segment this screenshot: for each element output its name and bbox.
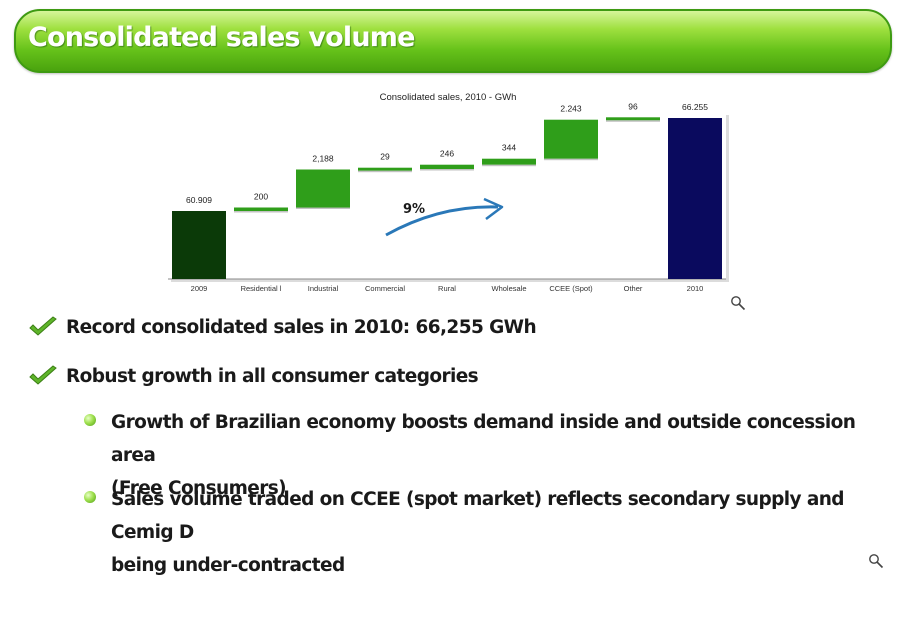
value-label: 2.243 [560, 104, 582, 114]
magnifier-icon[interactable] [868, 553, 884, 569]
sub-bullet-ccee: Sales volume traded on CCEE (spot market… [111, 483, 871, 582]
bullet-dot-icon [84, 414, 96, 426]
bar-rural [420, 164, 474, 169]
checkmark-icon [29, 316, 57, 336]
bullet-robust-growth: Robust growth in all consumer categories [66, 366, 479, 387]
sub-bullet-economy-line2: (Free Consumers) [111, 478, 287, 499]
checkmark-icon [29, 365, 57, 385]
bar-shadow [606, 120, 660, 122]
sub-bullet-economy-line1: Growth of Brazilian economy boosts deman… [111, 412, 856, 466]
sub-bullet-ccee-line2: being under-contracted [111, 555, 345, 576]
bar-shadow [234, 211, 288, 213]
bar-other [606, 117, 660, 121]
sub-bullet-economy: Growth of Brazilian economy boosts deman… [111, 406, 871, 505]
bullet-record-sales: Record consolidated sales in 2010: 66,25… [66, 317, 537, 338]
growth-arrow: 9% [385, 197, 504, 237]
bar-commercial [358, 167, 412, 171]
value-label: 60.909 [186, 195, 212, 205]
value-label: 2,188 [312, 154, 334, 164]
bar-shadow [482, 164, 536, 167]
value-label: 246 [440, 149, 454, 159]
x-tick-label: CCEE (Spot) [549, 284, 593, 293]
x-tick-label: 2010 [687, 284, 704, 293]
x-tick-label: Industrial [308, 284, 339, 293]
title-banner: Consolidated sales volume [14, 9, 892, 73]
x-tick-label: 2009 [191, 284, 208, 293]
value-label: 29 [380, 152, 390, 162]
x-tick-label: Commercial [365, 284, 405, 293]
x-tick-label: Rural [438, 284, 456, 293]
x-tick-label: Wholesale [491, 284, 526, 293]
sub-bullet-ccee-line1: Sales volume traded on CCEE (spot market… [111, 489, 845, 543]
bar-2009 [172, 211, 226, 279]
bar-residential-l [234, 207, 288, 211]
x-tick-label: Other [624, 284, 643, 293]
x-tick-label: Residential l [241, 284, 282, 293]
bar-wholesale [482, 158, 536, 165]
bar-ccee-spot [544, 119, 598, 159]
plot-area [168, 112, 726, 279]
page-title: Consolidated sales volume [28, 22, 415, 53]
bar-2010 [668, 118, 722, 279]
bar-industrial [296, 169, 350, 208]
bar-shadow [544, 158, 598, 161]
chart-title: Consolidated sales, 2010 - GWh [380, 92, 517, 103]
waterfall-chart: Consolidated sales, 2010 - GWh 60.909 200… [168, 92, 729, 293]
bullet-dot-icon [84, 491, 96, 503]
value-label: 200 [254, 192, 268, 202]
value-label: 96 [628, 101, 638, 111]
value-label: 344 [502, 143, 516, 153]
magnifier-icon[interactable] [730, 295, 746, 311]
bar-shadow [358, 170, 412, 173]
bar-shadow [420, 169, 474, 171]
value-label: 66.255 [682, 102, 708, 112]
bar-shadow [296, 207, 350, 209]
growth-arrow-curve [385, 205, 499, 237]
growth-annotation: 9% [403, 202, 425, 217]
growth-arrow-head [483, 197, 504, 220]
